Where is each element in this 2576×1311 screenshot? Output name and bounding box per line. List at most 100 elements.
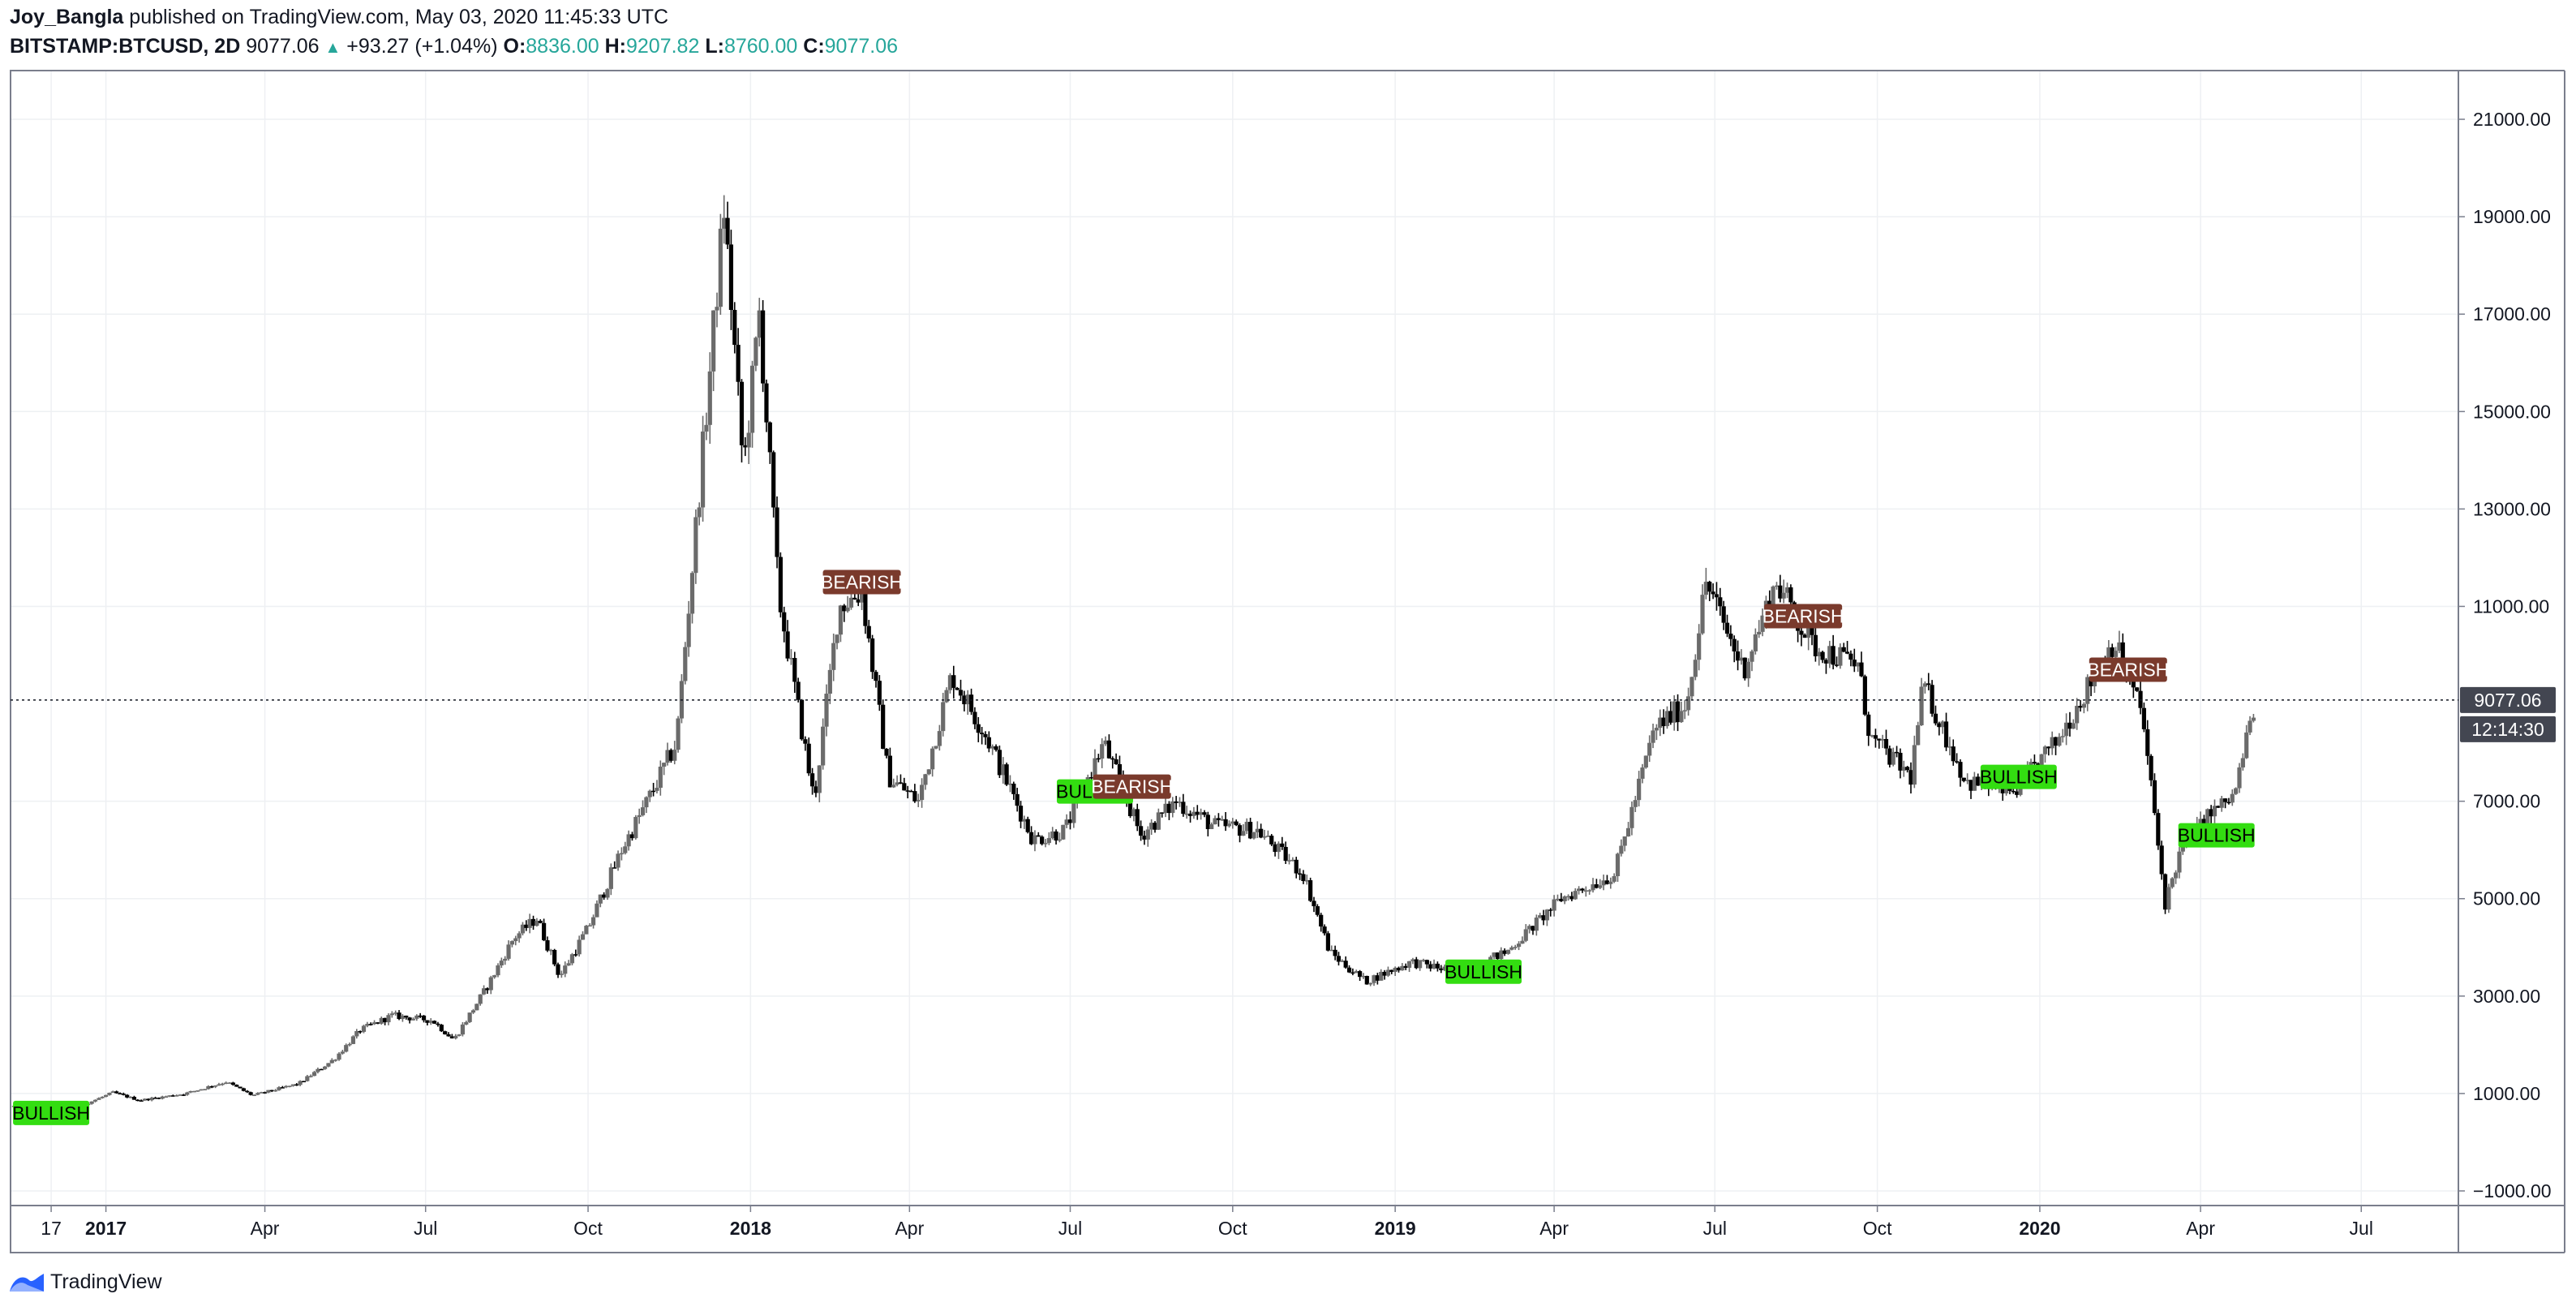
candle-body <box>100 1096 105 1098</box>
candle-body <box>2141 707 2147 729</box>
bearish-signal[interactable]: BEARISH <box>821 570 903 595</box>
candle-body <box>354 1030 359 1037</box>
candle-body <box>1199 812 1204 815</box>
candle-body <box>831 643 836 670</box>
candle-body <box>2145 729 2150 756</box>
candle-body <box>2113 651 2119 657</box>
candle-body <box>509 941 515 945</box>
bearish-signal[interactable]: BEARISH <box>1762 604 1844 629</box>
candle-body <box>103 1094 109 1097</box>
candle-body <box>2156 813 2161 846</box>
candle-body <box>2042 746 2048 754</box>
time-axis[interactable]: 17 2017 Apr Jul Oct 2018 Apr Jul Oct 2019 Apr Jul Oc… <box>41 1206 2373 1239</box>
bullish-signal[interactable]: BULLISH <box>12 1100 90 1125</box>
symbol-label[interactable]: BITSTAMP:BTCUSD, 2D <box>10 35 241 58</box>
candle-body <box>1145 829 1150 840</box>
candle-body <box>1018 806 1024 822</box>
current-price-tag: 9077.06 <box>2460 686 2556 713</box>
candle-body <box>2071 723 2076 729</box>
candle-body <box>930 748 935 770</box>
candle-body <box>937 731 942 746</box>
signal-label: BEARISH <box>821 571 903 592</box>
candle-body <box>1372 975 1376 983</box>
author-name[interactable]: Joy_Bangla <box>10 6 124 28</box>
candle-body <box>1686 696 1691 711</box>
candle-body <box>1870 735 1874 737</box>
candle-body <box>1640 767 1645 779</box>
candle-body <box>1538 915 1543 918</box>
candle-body <box>1718 597 1723 607</box>
bearish-signal[interactable]: BEARISH <box>1091 774 1173 799</box>
candle-body <box>983 733 988 737</box>
candle-body <box>238 1086 243 1089</box>
candle-body <box>1259 828 1264 838</box>
candle-body <box>556 964 560 975</box>
candle-body <box>149 1098 154 1101</box>
candle-body <box>697 507 702 518</box>
candle-body <box>527 918 532 928</box>
bullish-signal[interactable]: BULLISH <box>1445 959 1522 984</box>
candle-body <box>365 1024 370 1026</box>
candle-body <box>1742 657 1747 679</box>
candle-body <box>821 726 826 766</box>
bearish-signal[interactable]: BEARISH <box>2087 657 2169 682</box>
candle-body <box>785 631 790 659</box>
candle-body <box>595 903 599 918</box>
price-axis[interactable]: 21000.00 19000.00 17000.00 15000.00 13000.00… <box>2458 109 2552 1201</box>
candle-body <box>2244 732 2249 759</box>
candle-body <box>1138 826 1144 836</box>
candle-body <box>771 452 776 508</box>
candle-body <box>1329 949 1334 952</box>
candle-body <box>976 724 981 733</box>
tradingview-brand[interactable]: TradingView <box>8 1267 162 1296</box>
candle-body <box>284 1085 289 1088</box>
candle-body <box>1216 818 1221 820</box>
candle-body <box>997 750 1002 776</box>
candle-body <box>1908 770 1913 785</box>
price-tick-label: 5000.00 <box>2473 888 2540 909</box>
candle-body <box>986 737 991 749</box>
candle-body <box>1834 664 1840 666</box>
candle-body <box>1682 710 1687 711</box>
price-tick-label: 21000.00 <box>2473 109 2551 130</box>
candle-body <box>2050 737 2054 749</box>
candle-body <box>2248 720 2252 733</box>
candle-body <box>2032 762 2037 764</box>
bullish-signal[interactable]: BULLISH <box>2178 823 2256 848</box>
candle-body <box>1608 881 1613 884</box>
candle-body <box>1527 926 1532 930</box>
candle-body <box>1505 949 1511 954</box>
candle-body <box>1940 721 1945 728</box>
candle-body <box>1153 823 1157 830</box>
candle-body <box>951 675 956 688</box>
candle-body <box>188 1090 193 1093</box>
candle-body <box>824 694 829 727</box>
candle-body <box>1205 815 1210 830</box>
candle-body <box>1629 806 1634 828</box>
bullish-signal[interactable]: BULLISH <box>1980 764 2058 789</box>
candle-body <box>633 817 638 839</box>
candle-body <box>1043 843 1048 845</box>
candle-body <box>1562 896 1567 901</box>
candle-body <box>1664 711 1670 727</box>
candle-body <box>488 977 493 991</box>
candle-body <box>1968 780 1973 791</box>
candle-body <box>814 786 818 793</box>
price-tick-label: 17000.00 <box>2473 303 2551 325</box>
candle-body <box>1697 633 1702 660</box>
candle-body <box>700 431 706 508</box>
candle-body <box>492 975 497 978</box>
candle-body <box>782 612 787 632</box>
candle-body <box>464 1021 469 1025</box>
candle-body <box>934 746 938 749</box>
signal-badge <box>822 570 901 595</box>
signal-label: BEARISH <box>1091 776 1173 797</box>
candle-body <box>542 922 547 940</box>
candle-body <box>866 625 871 639</box>
candle-body <box>1015 793 1020 806</box>
candle-body <box>337 1053 341 1060</box>
candle-body <box>1421 960 1426 961</box>
candle-body <box>1230 821 1235 824</box>
candle-body <box>1724 622 1730 634</box>
